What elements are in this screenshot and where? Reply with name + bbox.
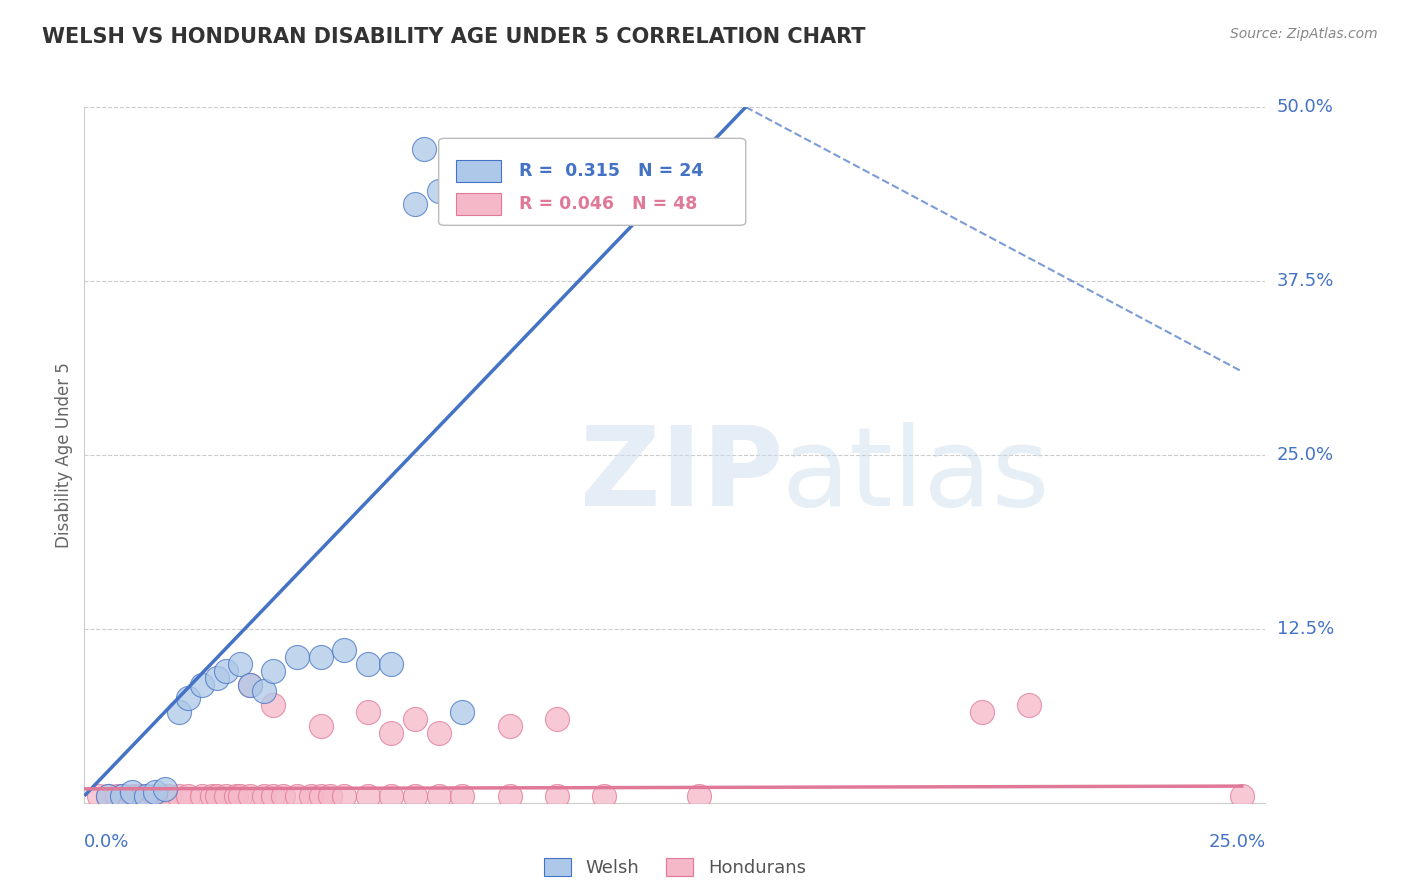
FancyBboxPatch shape <box>457 193 502 215</box>
Text: 50.0%: 50.0% <box>1277 98 1333 116</box>
Point <box>333 789 356 803</box>
Point <box>107 789 129 803</box>
Point <box>177 691 200 706</box>
Point <box>333 642 356 657</box>
Point <box>688 789 710 803</box>
Point <box>380 789 402 803</box>
Point <box>229 789 252 803</box>
Point <box>143 785 166 799</box>
Point <box>357 657 380 671</box>
Point <box>309 649 332 664</box>
Point <box>121 789 143 803</box>
Point <box>546 712 568 726</box>
Text: WELSH VS HONDURAN DISABILITY AGE UNDER 5 CORRELATION CHART: WELSH VS HONDURAN DISABILITY AGE UNDER 5… <box>42 27 866 46</box>
Point <box>427 184 450 198</box>
Point <box>111 789 134 803</box>
Point <box>498 719 520 733</box>
Point <box>262 789 284 803</box>
Point <box>205 789 228 803</box>
Point <box>177 789 200 803</box>
Point <box>427 789 450 803</box>
Point <box>253 684 276 698</box>
Point <box>135 789 157 803</box>
Point <box>121 785 143 799</box>
Point <box>1230 789 1253 803</box>
Point <box>157 789 180 803</box>
Text: 25.0%: 25.0% <box>1208 833 1265 851</box>
Point <box>253 789 276 803</box>
Text: R = 0.046   N = 48: R = 0.046 N = 48 <box>519 194 697 213</box>
Text: 25.0%: 25.0% <box>1277 446 1334 464</box>
Point <box>153 781 176 796</box>
Point <box>215 789 238 803</box>
Point <box>239 677 262 691</box>
Point <box>285 649 308 664</box>
Point <box>970 706 993 720</box>
Point <box>427 726 450 740</box>
Point <box>451 789 474 803</box>
Point <box>229 657 252 671</box>
Point <box>404 712 426 726</box>
Text: ZIP: ZIP <box>581 422 783 529</box>
Point <box>319 789 342 803</box>
Y-axis label: Disability Age Under 5: Disability Age Under 5 <box>55 362 73 548</box>
Point <box>167 789 190 803</box>
Point <box>546 789 568 803</box>
Point <box>97 789 120 803</box>
Point <box>285 789 308 803</box>
Point <box>357 789 380 803</box>
Point <box>262 664 284 678</box>
FancyBboxPatch shape <box>439 138 745 226</box>
Text: 12.5%: 12.5% <box>1277 620 1334 638</box>
Text: 37.5%: 37.5% <box>1277 272 1334 290</box>
Point <box>380 726 402 740</box>
Point <box>143 789 166 803</box>
Point <box>262 698 284 713</box>
Point <box>167 706 190 720</box>
Point <box>205 671 228 685</box>
Text: R =  0.315   N = 24: R = 0.315 N = 24 <box>519 162 703 180</box>
Point <box>125 789 148 803</box>
Point <box>357 706 380 720</box>
Point <box>153 789 176 803</box>
Text: atlas: atlas <box>782 422 1050 529</box>
Point <box>413 142 436 156</box>
Point <box>593 789 616 803</box>
Point <box>191 677 214 691</box>
Point <box>215 664 238 678</box>
Point <box>1018 698 1040 713</box>
Point <box>271 789 294 803</box>
Point <box>451 706 474 720</box>
Point <box>129 789 152 803</box>
Point <box>191 789 214 803</box>
Point <box>201 789 224 803</box>
Text: Source: ZipAtlas.com: Source: ZipAtlas.com <box>1230 27 1378 41</box>
Point <box>404 789 426 803</box>
Legend: Welsh, Hondurans: Welsh, Hondurans <box>537 850 813 884</box>
Point <box>299 789 322 803</box>
Point <box>239 677 262 691</box>
Point <box>97 789 120 803</box>
Point <box>87 789 110 803</box>
Text: 0.0%: 0.0% <box>84 833 129 851</box>
Point <box>498 789 520 803</box>
Point <box>111 789 134 803</box>
FancyBboxPatch shape <box>457 160 502 182</box>
Point <box>225 789 247 803</box>
Point <box>404 197 426 211</box>
Point <box>380 657 402 671</box>
Point <box>309 719 332 733</box>
Point <box>309 789 332 803</box>
Point <box>239 789 262 803</box>
